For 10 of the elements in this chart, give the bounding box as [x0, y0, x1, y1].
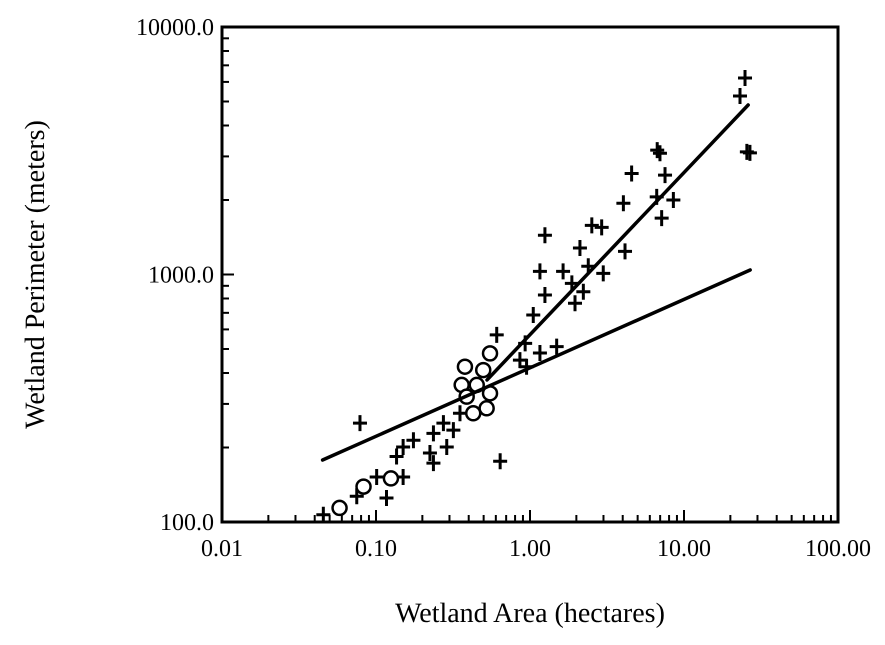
y-tick-label: 100.0	[160, 510, 214, 536]
x-tick-label: 0.10	[355, 536, 397, 562]
y-axis-title: Wetland Perimeter (meters)	[20, 120, 51, 429]
y-tick-label: 1000.0	[148, 262, 214, 288]
x-tick-label: 100.00	[805, 536, 871, 562]
x-tick-label: 1.00	[509, 536, 551, 562]
y-tick-label: 10000.0	[136, 15, 214, 41]
x-tick-label: 10.00	[657, 536, 711, 562]
x-tick-label: 0.01	[201, 536, 243, 562]
x-axis-title: Wetland Area (hectares)	[395, 598, 665, 629]
